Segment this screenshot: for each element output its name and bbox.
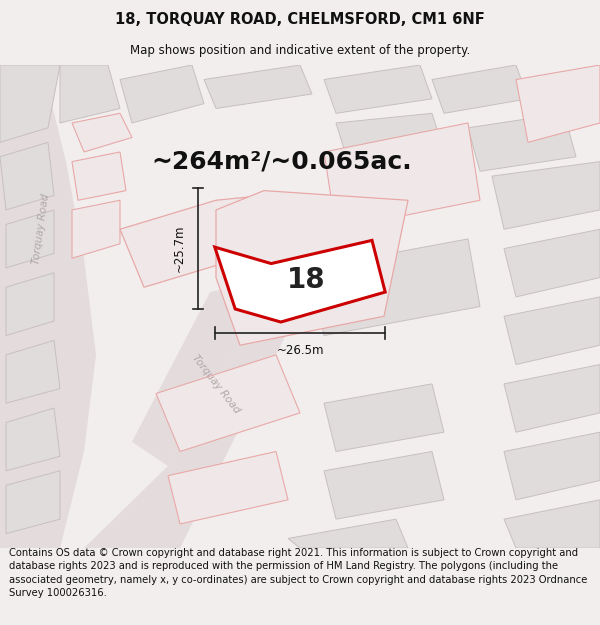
Text: Contains OS data © Crown copyright and database right 2021. This information is : Contains OS data © Crown copyright and d…	[9, 548, 587, 598]
Polygon shape	[504, 364, 600, 432]
Polygon shape	[120, 196, 264, 288]
Text: 18, TORQUAY ROAD, CHELMSFORD, CM1 6NF: 18, TORQUAY ROAD, CHELMSFORD, CM1 6NF	[115, 12, 485, 27]
Polygon shape	[336, 113, 444, 162]
Polygon shape	[324, 451, 444, 519]
Polygon shape	[215, 241, 385, 322]
Polygon shape	[0, 65, 60, 142]
Polygon shape	[6, 272, 54, 336]
Polygon shape	[516, 65, 600, 142]
Text: Map shows position and indicative extent of the property.: Map shows position and indicative extent…	[130, 44, 470, 58]
Polygon shape	[72, 113, 132, 152]
Polygon shape	[324, 123, 480, 229]
Polygon shape	[6, 210, 54, 268]
Polygon shape	[288, 519, 408, 548]
Polygon shape	[216, 191, 408, 345]
Polygon shape	[168, 451, 288, 524]
Text: 18: 18	[287, 266, 325, 294]
Polygon shape	[156, 355, 300, 451]
Polygon shape	[324, 65, 432, 113]
Polygon shape	[72, 200, 120, 258]
Polygon shape	[492, 162, 600, 229]
Polygon shape	[504, 432, 600, 500]
Text: Torquay Road: Torquay Road	[31, 193, 51, 265]
Polygon shape	[312, 239, 480, 336]
Polygon shape	[60, 65, 120, 123]
Polygon shape	[504, 500, 600, 548]
Text: ~25.7m: ~25.7m	[173, 225, 186, 272]
Text: ~264m²/~0.065ac.: ~264m²/~0.065ac.	[152, 149, 412, 174]
Polygon shape	[504, 297, 600, 364]
Polygon shape	[132, 282, 252, 466]
Polygon shape	[204, 65, 312, 109]
Polygon shape	[84, 321, 288, 548]
Text: Torquay Road: Torquay Road	[190, 352, 242, 415]
Polygon shape	[324, 384, 444, 451]
Polygon shape	[0, 142, 54, 210]
Polygon shape	[6, 408, 60, 471]
Polygon shape	[432, 65, 528, 113]
Polygon shape	[0, 65, 96, 548]
Polygon shape	[6, 341, 60, 403]
Polygon shape	[72, 152, 126, 200]
Polygon shape	[120, 65, 204, 123]
Text: ~26.5m: ~26.5m	[276, 344, 324, 357]
Polygon shape	[504, 229, 600, 297]
Polygon shape	[6, 471, 60, 534]
Polygon shape	[468, 113, 576, 171]
